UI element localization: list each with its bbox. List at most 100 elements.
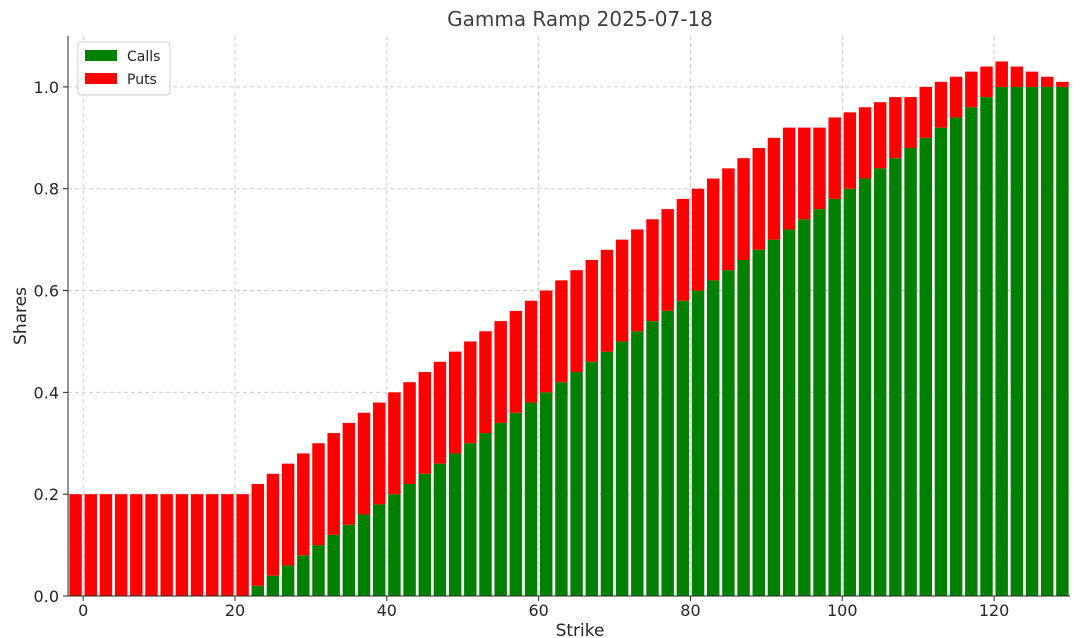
bar-puts <box>266 473 280 576</box>
bar-puts <box>251 484 264 586</box>
bar-calls <box>858 178 872 596</box>
bar-puts <box>889 97 902 159</box>
bar-calls <box>540 392 553 596</box>
bar-calls <box>266 575 280 596</box>
bar-calls <box>722 270 735 596</box>
bar-puts <box>722 168 735 271</box>
bars <box>69 61 1069 597</box>
bar-puts <box>236 494 249 596</box>
bar-calls <box>661 310 674 596</box>
y-tick-label: 1.0 <box>34 78 59 97</box>
bar-calls <box>1041 86 1054 596</box>
bar-puts <box>949 76 963 118</box>
bar-puts <box>980 66 993 98</box>
bar-puts <box>403 382 416 484</box>
bar-puts <box>737 158 750 260</box>
bar-puts <box>858 107 872 179</box>
bar-puts <box>919 86 932 138</box>
bar-calls <box>433 463 447 596</box>
legend-swatch-calls <box>85 50 117 61</box>
bar-puts <box>615 239 629 342</box>
bar-puts <box>160 494 173 596</box>
bar-puts <box>433 361 447 464</box>
bar-calls <box>737 260 750 596</box>
bar-puts <box>342 422 356 525</box>
bar-puts <box>874 102 887 169</box>
x-tick-label: 0 <box>78 601 88 620</box>
bar-puts <box>631 229 644 332</box>
bar-puts <box>600 249 614 352</box>
bar-puts <box>646 219 659 322</box>
bar-calls <box>251 585 264 596</box>
grid <box>68 36 1070 597</box>
bar-puts <box>221 494 234 596</box>
bar-calls <box>782 229 796 597</box>
bar-puts <box>130 494 143 596</box>
bar-puts <box>509 310 523 413</box>
bar-calls <box>373 504 386 596</box>
y-tick-label: 0.6 <box>34 282 59 301</box>
x-tick-label: 80 <box>680 601 700 620</box>
bar-calls <box>874 168 887 596</box>
legend-label-puts: Puts <box>127 72 157 88</box>
y-axis-label: Shares <box>11 287 31 345</box>
y-tick-label: 0.2 <box>34 485 59 504</box>
bar-puts <box>934 81 948 128</box>
legend-swatch-puts <box>85 73 117 84</box>
bar-calls <box>707 280 720 596</box>
x-tick-label: 60 <box>528 601 548 620</box>
bar-puts <box>843 112 857 189</box>
bar-puts <box>418 372 431 474</box>
bar-puts <box>661 209 674 311</box>
bar-calls <box>843 188 857 596</box>
bar-puts <box>175 494 189 596</box>
bar-puts <box>524 300 538 403</box>
bar-puts <box>995 61 1008 87</box>
bar-puts <box>327 433 340 535</box>
bar-calls <box>615 341 629 596</box>
bar-puts <box>1056 81 1069 87</box>
bar-calls <box>934 127 948 597</box>
bar-puts <box>904 97 917 148</box>
bar-calls <box>1056 86 1069 596</box>
bar-puts <box>114 494 128 596</box>
bar-puts <box>691 188 705 291</box>
bar-calls <box>919 137 932 596</box>
bar-calls <box>570 372 583 596</box>
bar-calls <box>995 86 1008 596</box>
bar-puts <box>357 412 371 515</box>
legend-label-calls: Calls <box>127 49 160 65</box>
bar-puts <box>676 198 690 301</box>
bar-puts <box>767 137 781 240</box>
bar-puts <box>1010 66 1024 87</box>
bar-puts <box>206 494 219 596</box>
bar-puts <box>312 443 325 546</box>
x-tick-label: 40 <box>377 601 397 620</box>
bar-calls <box>1010 86 1024 596</box>
bar-calls <box>418 473 431 596</box>
bar-calls <box>494 422 507 596</box>
bar-puts <box>1041 76 1054 87</box>
bar-calls <box>631 331 644 596</box>
bar-calls <box>403 484 416 596</box>
bar-calls <box>965 107 978 596</box>
bar-puts <box>84 494 97 596</box>
bar-calls <box>524 402 538 596</box>
y-tick-label: 0.0 <box>34 587 59 606</box>
bar-puts <box>707 178 720 281</box>
bar-calls <box>828 198 841 596</box>
bar-calls <box>752 249 765 596</box>
bar-calls <box>980 97 993 596</box>
bar-puts <box>388 392 401 495</box>
bar-calls <box>448 453 462 596</box>
bar-puts <box>782 127 796 230</box>
bar-puts <box>99 494 113 596</box>
legend: Calls Puts <box>77 41 171 96</box>
x-tick-label: 120 <box>979 601 1010 620</box>
bar-calls <box>555 382 568 596</box>
bar-calls <box>585 361 598 596</box>
bar-calls <box>600 351 614 596</box>
bar-calls <box>327 534 340 596</box>
bar-puts <box>448 351 462 454</box>
y-tick-label: 0.4 <box>34 383 59 402</box>
